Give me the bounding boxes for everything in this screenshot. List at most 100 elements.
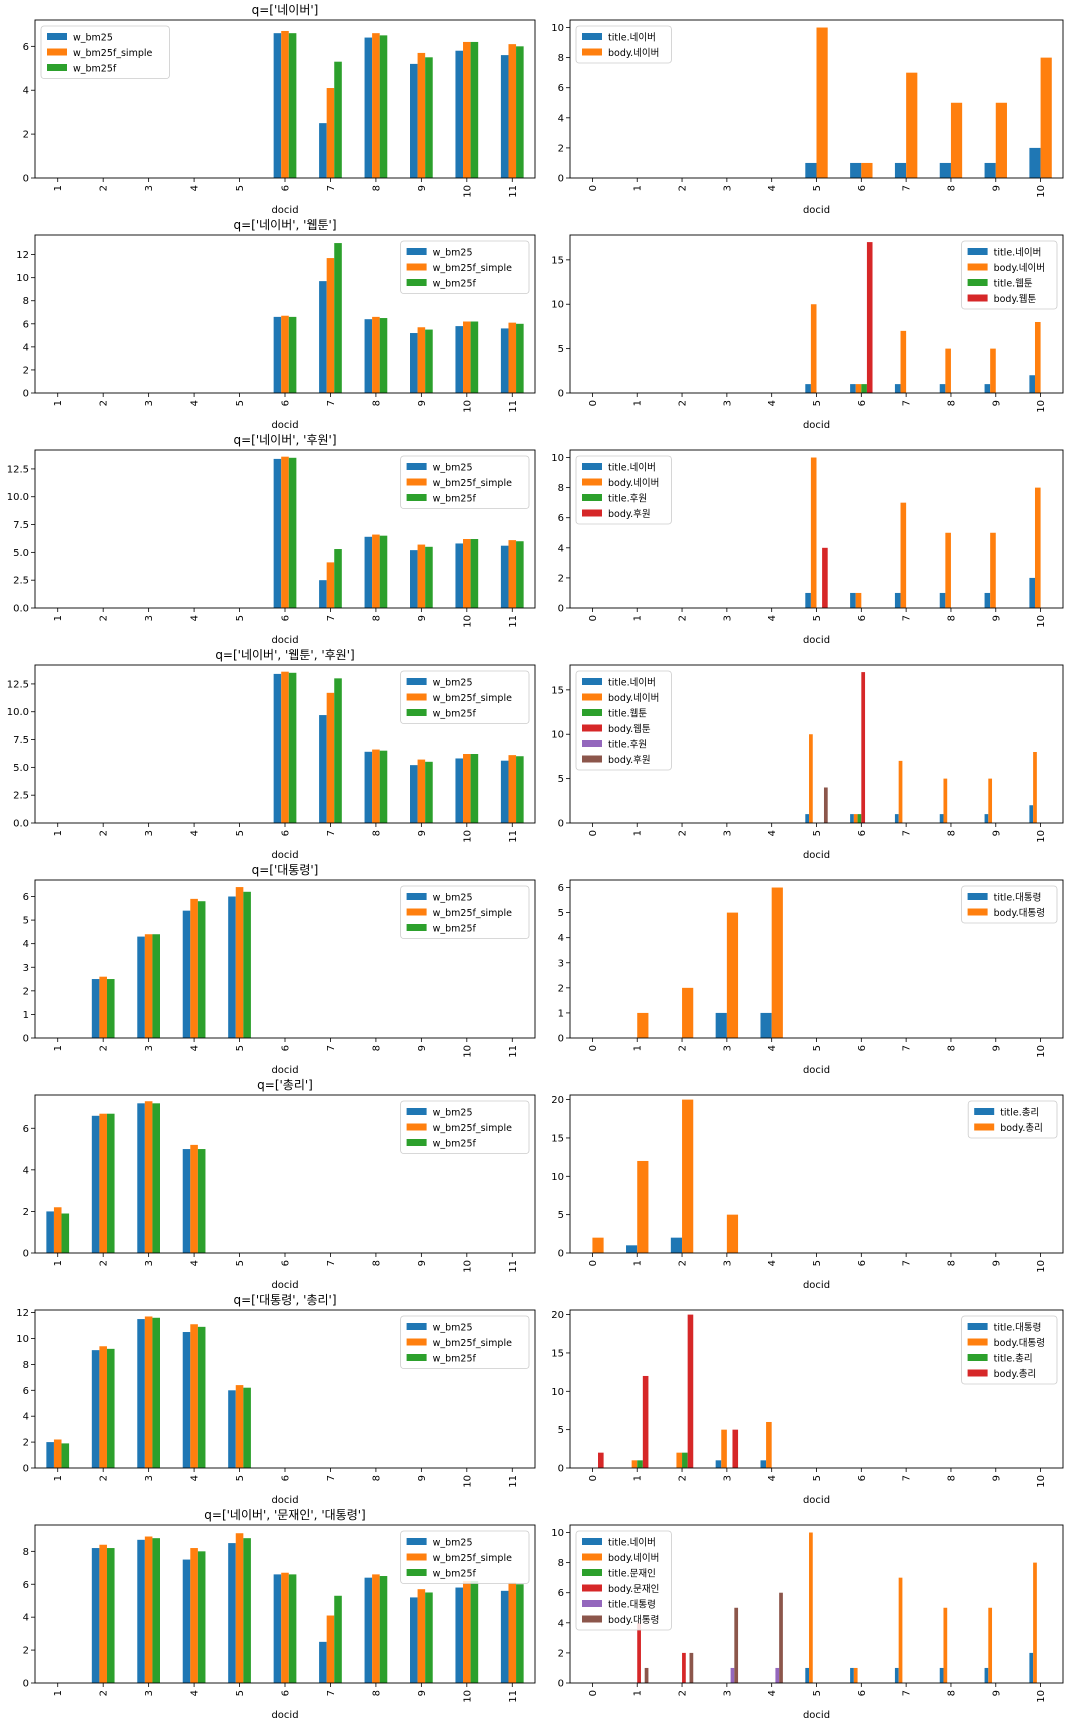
chart12-xtick-5: 6 <box>281 1475 292 1481</box>
chart10-legend-label-1: w_bm25f_simple <box>433 1123 512 1134</box>
chart6-legend-swatch-2 <box>406 709 427 716</box>
chart13: 0 5 10 15 20 0 1 2 3 4 5 6 7 8 9 10 docid title.대통령 body.대… <box>551 1309 1064 1506</box>
chart15-bar-s0-c6 <box>850 1667 854 1683</box>
chart14-bar-s1-c4 <box>235 1533 244 1683</box>
chart15-bar-s5-c2 <box>689 1652 694 1683</box>
chart14-xtick-8: 9 <box>417 1690 428 1696</box>
chart8-title: q=['대통령'] <box>252 863 319 877</box>
chart3-legend-swatch-3 <box>967 294 988 302</box>
chart12-title: q=['대통령', '총리'] <box>233 1293 336 1307</box>
chart15-xtick-10: 10 <box>1036 1690 1047 1703</box>
chart5-xtick-9: 9 <box>991 615 1002 621</box>
chart4-bar-s2-c5 <box>288 457 297 608</box>
chart2-bar-s1-c8 <box>417 327 426 393</box>
chart14-legend-box <box>400 1530 530 1584</box>
chart14-title: q=['네이버', '문재인', '대통령'] <box>204 1508 365 1522</box>
chart6-ytick-2: 5.0 <box>13 763 29 774</box>
chart10-bar-s2-c1 <box>106 1113 115 1253</box>
chart10-bar-s0-c0 <box>46 1211 54 1253</box>
chart3-legend-box <box>961 240 1058 310</box>
chart11-legend-swatch-0 <box>974 1108 995 1115</box>
chart12-xtick-4: 5 <box>235 1475 246 1481</box>
chart7-xtick-5: 5 <box>812 830 823 836</box>
chart4-legend-swatch-1 <box>406 478 427 486</box>
chart6-bar-s2-c8 <box>425 761 433 823</box>
chart5-legend-swatch-3 <box>582 509 602 517</box>
chart9-legend-label-0: title.대통령 <box>994 892 1042 904</box>
chart9-ytick-5: 5 <box>558 908 564 919</box>
chart1-ytick-0: 0 <box>558 174 564 185</box>
chart11-xtick-3: 3 <box>722 1260 733 1266</box>
chart6-legend: w_bm25 w_bm25f_simple w_bm25f <box>400 670 530 724</box>
chart6-bar-s0-c10 <box>500 760 509 823</box>
chart15-bar-s1-c6 <box>853 1667 858 1683</box>
chart11-bar-s1-c3 <box>726 1214 739 1253</box>
chart5-bar-s1-c6 <box>855 592 862 608</box>
chart5-xtick-4: 4 <box>767 615 778 621</box>
chart14-xtick-10: 11 <box>508 1690 519 1703</box>
chart12-bar-s0-c3 <box>182 1332 191 1468</box>
chart12-legend-label-0: w_bm25 <box>433 1323 473 1334</box>
chart5-xtick-10: 10 <box>1036 615 1047 628</box>
chart0-bar-s2-c10 <box>516 46 524 178</box>
chart11-xtick-5: 5 <box>812 1260 823 1266</box>
chart12-ytick-1: 2 <box>23 1438 29 1449</box>
chart12-ytick-5: 10 <box>16 1334 29 1345</box>
chart4-xtick-7: 8 <box>371 615 382 621</box>
chart4-bar-s2-c7 <box>379 535 388 608</box>
chart7-legend-swatch-1 <box>582 693 602 701</box>
chart8-xtick-0: 1 <box>53 1045 64 1051</box>
chart6-xtick-1: 2 <box>99 830 110 836</box>
chart3-bar-s3-c6 <box>866 242 873 393</box>
chart0-bar-s2-c8 <box>425 57 433 179</box>
chart2-bar-s2-c8 <box>425 329 433 393</box>
chart10-legend-swatch-2 <box>406 1139 427 1146</box>
chart13-xtick-2: 2 <box>678 1475 689 1481</box>
chart10-xtick-3: 4 <box>190 1260 201 1266</box>
chart6-bar-s1-c8 <box>417 759 426 823</box>
chart0-ytick-3: 6 <box>23 42 29 53</box>
chart4-xtick-0: 1 <box>53 615 64 621</box>
chart3-ytick-2: 10 <box>551 300 564 311</box>
chart8-ytick-3: 3 <box>23 963 29 974</box>
chart7-legend-label-2: title.웹툰 <box>608 709 647 720</box>
chart4-bar-s0-c8 <box>410 550 418 608</box>
chart9-xtick-3: 3 <box>722 1045 733 1051</box>
chart7-bar-s2-c6 <box>857 814 862 823</box>
chart11-bar-s0-c2 <box>670 1237 683 1253</box>
chart4-bar-s0-c10 <box>500 545 509 608</box>
chart7-xtick-0: 0 <box>588 830 599 836</box>
chart5-legend-label-3: body.후원 <box>608 509 651 520</box>
chart8-bar-s1-c1 <box>99 976 107 1038</box>
chart15-legend-swatch-0 <box>582 1538 602 1545</box>
chart11-ytick-4: 20 <box>551 1095 564 1106</box>
chart15-legend-label-0: title.네이버 <box>608 1538 656 1549</box>
chart10-bar-s1-c1 <box>99 1113 107 1253</box>
chart7-bar-s0-c5 <box>805 814 810 823</box>
chart8: 0 1 2 3 4 5 6 1 2 3 4 5 6 7 8 9 10 11 docid q=['대통령'] w_bm25… <box>23 863 536 1076</box>
chart9-ytick-2: 2 <box>558 983 564 994</box>
chart7-bar-s0-c9 <box>984 814 989 823</box>
chart12-ytick-2: 4 <box>23 1412 29 1423</box>
chart12-xtick-2: 3 <box>144 1475 155 1481</box>
chart2-title: q=['네이버', '웹툰'] <box>233 218 336 232</box>
chart3-legend-label-0: title.네이버 <box>994 248 1042 259</box>
chart13-ytick-4: 20 <box>551 1310 564 1321</box>
chart1-xtick-9: 9 <box>991 185 1002 191</box>
chart1-bar-s1-c7 <box>906 72 918 178</box>
chart15-bar-s0-c8 <box>939 1667 944 1683</box>
chart3-xtick-6: 6 <box>857 400 868 406</box>
chart4-xtick-5: 6 <box>281 615 292 621</box>
chart1-ytick-1: 2 <box>558 143 564 154</box>
chart5-ytick-5: 10 <box>551 453 564 464</box>
chart7-xtick-1: 1 <box>633 830 644 836</box>
chart8-legend-swatch-0 <box>406 893 427 900</box>
chart0-ytick-2: 4 <box>23 86 29 97</box>
chart14-legend: w_bm25 w_bm25f_simple w_bm25f <box>400 1530 530 1584</box>
chart2-ytick-3: 6 <box>23 319 29 330</box>
chart0-bar-s1-c6 <box>326 88 335 178</box>
chart15-bar-s5-c1 <box>644 1667 649 1683</box>
chart0-legend-label-2: w_bm25f <box>73 64 117 75</box>
chart2-legend-box <box>400 240 530 294</box>
